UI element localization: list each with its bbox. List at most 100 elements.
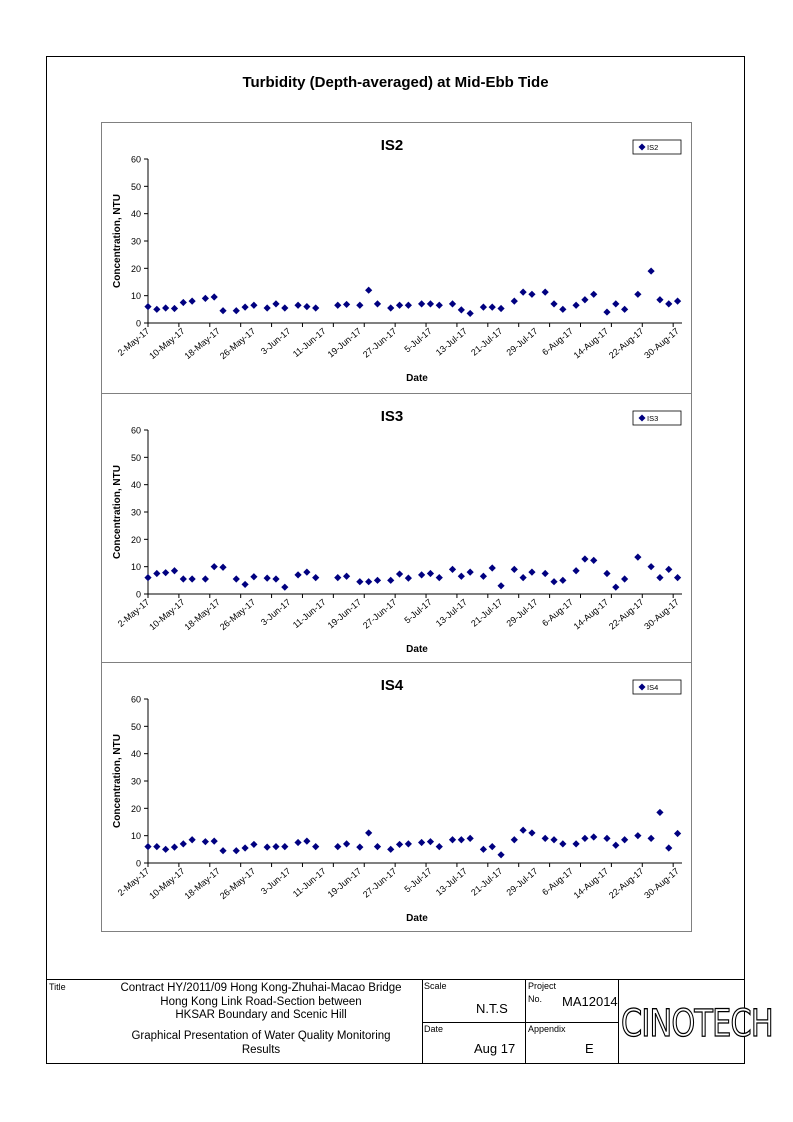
x-tick-label: 10-May-17 <box>147 866 186 901</box>
data-point <box>170 304 179 313</box>
y-tick-label: 20 <box>131 535 141 545</box>
y-tick-label: 0 <box>136 590 141 600</box>
y-tick-label: 50 <box>131 453 141 463</box>
legend-marker <box>638 683 646 691</box>
data-point <box>312 843 320 851</box>
chart-svg: IS2 0 10 20 30 40 50 60 2-May-1710-May-1718-May-… <box>112 137 682 384</box>
data-point <box>342 572 351 580</box>
data-point <box>457 572 465 580</box>
data-point <box>466 568 474 576</box>
subject-line-2: Results <box>241 1043 281 1056</box>
data-point <box>550 578 558 586</box>
y-tick-label: 40 <box>131 209 141 219</box>
project-no-label: No. <box>528 994 543 1004</box>
data-point <box>479 303 488 311</box>
x-tick-label: 29-Jul-17 <box>504 326 539 358</box>
data-point <box>179 298 187 307</box>
legend-marker <box>638 143 646 151</box>
data-point <box>550 300 558 308</box>
data-point <box>303 303 311 311</box>
data-point <box>479 572 488 580</box>
legend-box <box>632 410 682 426</box>
x-tick-label: 30-Aug-17 <box>642 597 681 632</box>
data-point <box>590 290 598 298</box>
chart-svg: IS4 0 10 20 30 40 50 60 2-May-1710-May-1718-May-… <box>112 677 682 924</box>
data-point <box>426 569 435 578</box>
y-axis-label: Concentration, NTU <box>112 465 123 559</box>
data-point <box>250 573 258 581</box>
y-tick-label: 30 <box>131 508 141 518</box>
data-point <box>294 571 302 579</box>
x-tick-label: 3-Jun-17 <box>259 866 293 896</box>
data-point <box>488 303 496 311</box>
data-point <box>241 844 249 852</box>
legend-label: IS2 <box>647 143 658 152</box>
data-point <box>312 304 320 312</box>
data-point <box>356 578 364 586</box>
x-tick-label: 21-Jul-17 <box>469 597 504 629</box>
x-tick-label: 18-May-17 <box>183 866 222 901</box>
data-point <box>201 294 209 302</box>
data-point <box>510 836 518 844</box>
y-tick-label: 60 <box>131 695 141 705</box>
data-point <box>334 301 342 309</box>
data-point <box>519 288 527 296</box>
data-point <box>581 296 589 304</box>
x-tick-label: 21-Jul-17 <box>469 866 504 898</box>
x-tick-label: 5-Jul-17 <box>402 326 433 355</box>
legend: IS4 <box>632 679 682 695</box>
x-tick-label: 2-May-17 <box>116 326 152 358</box>
data-point <box>312 574 320 582</box>
data-point <box>153 843 161 851</box>
data-point <box>144 303 152 311</box>
x-tick-label: 26-May-17 <box>218 326 257 361</box>
y-tick-label: 10 <box>131 562 141 572</box>
y-tick-label: 20 <box>131 804 141 814</box>
data-point <box>673 829 682 838</box>
y-tick-label: 30 <box>131 237 141 247</box>
data-point <box>647 267 655 275</box>
data-point <box>294 301 302 309</box>
data-point <box>418 571 426 579</box>
data-point <box>356 843 364 851</box>
company-logo: CINOTECH <box>620 1002 774 1045</box>
data-point <box>457 836 465 844</box>
data-point <box>387 845 395 853</box>
x-tick-label: 13-Jul-17 <box>434 326 469 358</box>
data-point <box>365 286 373 294</box>
data-point <box>457 306 465 314</box>
x-tick-label: 22-Aug-17 <box>607 866 646 901</box>
data-point <box>572 840 580 848</box>
data-point <box>232 575 240 583</box>
data-point <box>621 575 629 583</box>
data-point <box>144 574 152 582</box>
data-point <box>188 297 196 305</box>
data-point <box>201 838 209 846</box>
subject-title: Graphical Presentation of Water Quality … <box>106 1030 416 1057</box>
data-point <box>250 301 258 309</box>
legend-box <box>632 139 682 155</box>
data-point <box>201 575 209 583</box>
data-point <box>241 303 249 311</box>
y-tick-label: 0 <box>136 319 141 329</box>
data-point <box>179 840 187 848</box>
data-point <box>404 301 412 309</box>
x-tick-label: 18-May-17 <box>183 326 222 361</box>
x-tick-label: 14-Aug-17 <box>572 866 611 901</box>
data-point <box>673 297 682 305</box>
data-point <box>263 304 271 312</box>
data-point <box>179 575 187 583</box>
x-tick-label: 11-Jun-17 <box>291 866 328 899</box>
x-tick-label: 11-Jun-17 <box>291 597 328 630</box>
x-tick-label: 22-Aug-17 <box>607 326 646 361</box>
contract-title: Contract HY/2011/09 Hong Kong-Zhuhai-Mac… <box>106 982 416 1023</box>
y-tick-label: 50 <box>131 722 141 732</box>
data-point <box>603 308 611 316</box>
y-axis-label: Concentration, NTU <box>112 734 123 828</box>
data-point <box>210 563 218 571</box>
title-label: Title <box>49 982 66 992</box>
data-point <box>510 297 518 305</box>
data-point <box>634 832 642 840</box>
data-point <box>272 300 280 308</box>
y-tick-label: 50 <box>131 182 141 192</box>
